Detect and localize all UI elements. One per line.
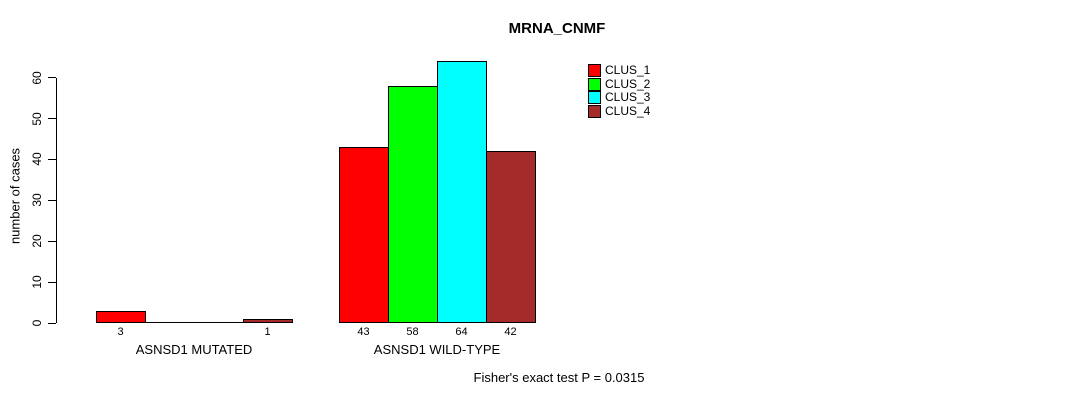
bar-clus_2 bbox=[388, 85, 438, 323]
y-tick-label: 0 bbox=[30, 319, 44, 327]
y-axis-label: number of cases bbox=[7, 147, 23, 245]
y-tick-mark bbox=[48, 240, 56, 242]
legend-label-clus_2: CLUS_2 bbox=[605, 76, 651, 91]
legend-row-clus_3: CLUS_3 bbox=[588, 91, 650, 104]
y-tick-label: 20 bbox=[30, 234, 44, 248]
legend-row-clus_4: CLUS_4 bbox=[588, 103, 651, 118]
legend-swatch-clus_1 bbox=[588, 64, 601, 77]
legend-swatch-clus_2 bbox=[588, 77, 601, 91]
bar-clus_1 bbox=[96, 310, 146, 323]
group-baseline bbox=[96, 322, 292, 323]
legend-label-clus_4: CLUS_4 bbox=[605, 103, 651, 118]
legend-swatch-clus_4 bbox=[588, 104, 601, 118]
y-tick-label: 60 bbox=[30, 70, 44, 85]
y-tick-mark bbox=[48, 158, 56, 160]
bar-value-label: 64 bbox=[455, 326, 468, 338]
y-tick-label: 50 bbox=[30, 111, 44, 126]
legend-swatch-clus_3 bbox=[588, 91, 601, 104]
bar-clus_1 bbox=[339, 147, 389, 323]
y-tick-mark bbox=[48, 118, 56, 119]
y-axis-line bbox=[56, 77, 57, 323]
y-tick-mark bbox=[48, 281, 56, 283]
bar-value-label: 3 bbox=[117, 326, 124, 338]
y-tick-label: 40 bbox=[30, 152, 44, 167]
bar-clus_4 bbox=[486, 151, 536, 323]
category-label: ASNSD1 WILD-TYPE bbox=[373, 342, 501, 357]
y-tick-mark bbox=[48, 322, 56, 324]
legend-row-clus_1: CLUS_1 bbox=[588, 64, 650, 77]
legend-label-clus_1: CLUS_1 bbox=[605, 63, 651, 77]
y-tick-mark bbox=[48, 77, 56, 79]
legend-row-clus_2: CLUS_2 bbox=[588, 76, 651, 91]
bar-value-label: 43 bbox=[357, 326, 370, 338]
bar-clus_4 bbox=[243, 318, 293, 323]
bar-value-label: 58 bbox=[406, 326, 419, 338]
bar-value-label: 42 bbox=[504, 326, 517, 338]
y-tick-mark bbox=[48, 199, 56, 201]
category-label: ASNSD1 MUTATED bbox=[135, 342, 253, 357]
legend: CLUS_1 CLUS_2 CLUS_3 CLUS_4 bbox=[588, 64, 650, 118]
y-tick-label: 30 bbox=[30, 193, 44, 207]
chart-title: MRNA_CNMF bbox=[508, 20, 606, 37]
bar-value-label: 1 bbox=[264, 326, 271, 338]
bar-clus_3 bbox=[437, 61, 487, 323]
legend-label-clus_3: CLUS_3 bbox=[605, 90, 651, 104]
y-tick-label: 10 bbox=[30, 275, 44, 289]
annotation-text: Fisher's exact test P = 0.0315 bbox=[473, 370, 645, 385]
